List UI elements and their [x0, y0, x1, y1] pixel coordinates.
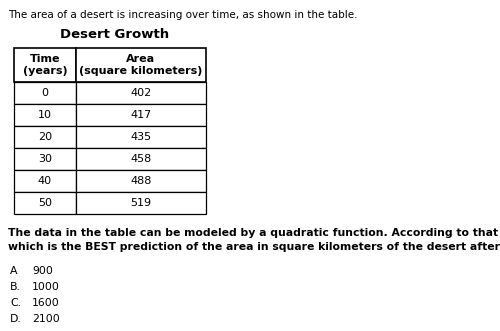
Bar: [76, 104, 206, 126]
Bar: [14, 126, 76, 148]
Text: 10: 10: [38, 110, 52, 120]
Bar: [14, 170, 76, 192]
Text: Area
(square kilometers): Area (square kilometers): [80, 54, 202, 76]
Bar: [76, 48, 206, 82]
Bar: [76, 170, 206, 192]
Text: 1000: 1000: [32, 282, 60, 292]
Bar: [14, 82, 76, 104]
Text: 900: 900: [32, 266, 53, 276]
Text: 402: 402: [130, 88, 152, 98]
Text: 40: 40: [38, 176, 52, 186]
Bar: [14, 192, 76, 214]
Bar: [14, 148, 76, 170]
Text: 30: 30: [38, 154, 52, 164]
Text: C.: C.: [10, 298, 21, 308]
Bar: [76, 192, 206, 214]
Text: The area of a desert is increasing over time, as shown in the table.: The area of a desert is increasing over …: [8, 10, 358, 20]
Text: 458: 458: [130, 154, 152, 164]
Bar: [14, 48, 76, 82]
Text: The data in the table can be modeled by a quadratic function. According to that : The data in the table can be modeled by …: [8, 228, 500, 252]
Text: 50: 50: [38, 198, 52, 208]
Text: Time
(years): Time (years): [22, 54, 68, 76]
Text: 2100: 2100: [32, 314, 60, 324]
Text: 488: 488: [130, 176, 152, 186]
Text: Desert Growth: Desert Growth: [60, 28, 170, 41]
Bar: [76, 82, 206, 104]
Bar: [76, 126, 206, 148]
Text: 435: 435: [130, 132, 152, 142]
Text: 0: 0: [42, 88, 48, 98]
Text: 519: 519: [130, 198, 152, 208]
Text: 1600: 1600: [32, 298, 60, 308]
Bar: [76, 148, 206, 170]
Bar: [14, 104, 76, 126]
Text: D.: D.: [10, 314, 22, 324]
Text: 20: 20: [38, 132, 52, 142]
Text: B.: B.: [10, 282, 21, 292]
Text: A: A: [10, 266, 18, 276]
Text: 417: 417: [130, 110, 152, 120]
